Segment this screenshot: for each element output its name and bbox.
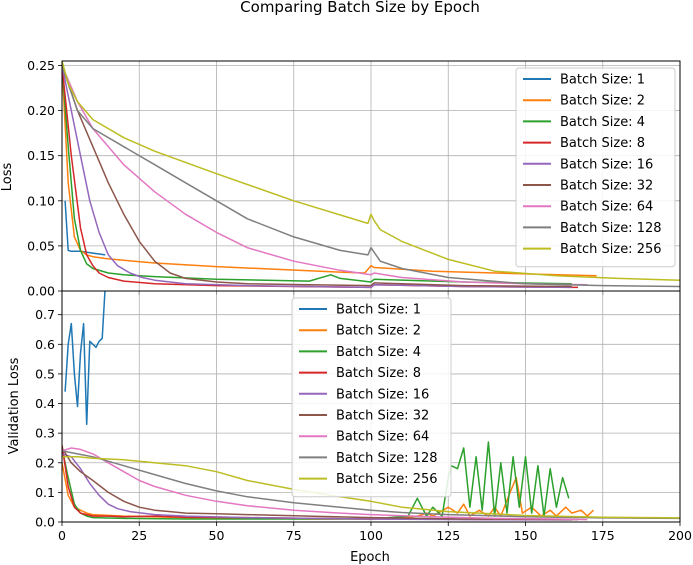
legend-box	[515, 67, 676, 268]
legend-entry: Batch Size: 256	[560, 242, 662, 257]
legend-entry: Batch Size: 16	[336, 387, 429, 402]
legend-entry: Batch Size: 256	[336, 472, 438, 487]
y-tick-label: 0.10	[27, 193, 55, 208]
x-tick-label: 200	[668, 528, 692, 543]
legend-entry: Batch Size: 128	[336, 451, 438, 466]
y-tick-label: 0.7	[35, 307, 55, 322]
y-tick-label: 0.15	[27, 148, 55, 163]
legend-entry: Batch Size: 64	[560, 200, 653, 215]
x-axis-label: Epoch	[350, 550, 390, 565]
y-tick-label: 0.0	[35, 515, 55, 530]
y-tick-label: 0.6	[35, 337, 55, 352]
y-tick-label: 0.2	[35, 455, 55, 470]
validation-loss-legend: Batch Size: 1 Batch Size: 2 Batch Size: 4 B…	[291, 297, 452, 498]
legend-entry: Batch Size: 8	[336, 366, 421, 381]
series-line-4	[62, 441, 570, 520]
y-tick-label: 0.5	[35, 366, 55, 381]
y-tick-label: 0.3	[35, 426, 55, 441]
series-line-16	[62, 65, 572, 289]
legend-entry: Batch Size: 64	[336, 430, 429, 445]
x-tick-label: 100	[359, 528, 383, 543]
validation-loss-y-axis-label: Validation Loss	[7, 357, 22, 454]
validation-loss-lines	[62, 291, 680, 521]
y-tick-label: 0.20	[27, 103, 55, 118]
legend-entry: Batch Size: 1	[336, 303, 421, 318]
y-tick-label: 0.4	[35, 396, 55, 411]
loss-panel: 0.00 0.05 0.10 0.15 0.20 0.25 Loss Batch Size…	[0, 58, 681, 299]
legend-entry: Batch Size: 16	[560, 157, 653, 172]
x-tick-label: 25	[131, 528, 147, 543]
x-tick-label: 75	[286, 528, 302, 543]
y-tick-label: 0.25	[27, 58, 55, 73]
legend-entry: Batch Size: 4	[336, 345, 421, 360]
x-tick-label: 150	[514, 528, 538, 543]
series-line-64	[62, 65, 588, 286]
loss-legend: Batch Size: 1 Batch Size: 2 Batch Size: 4 B…	[515, 67, 676, 268]
x-tick-label: 50	[209, 528, 225, 543]
series-line-256	[62, 61, 680, 281]
y-tick-label: 0.1	[35, 485, 55, 500]
legend-entry: Batch Size: 8	[560, 136, 645, 151]
series-line-32	[62, 447, 579, 521]
series-line-1	[64, 291, 106, 426]
x-tick-label: 175	[591, 528, 615, 543]
figure-title: Comparing Batch Size by Epoch	[240, 0, 480, 16]
series-line-4	[62, 65, 572, 285]
validation-loss-panel: 0 25 50 75 100 125 150 175 200 0.0 0.1 0.2 0.3 0.4 0.5…	[7, 290, 692, 565]
series-line-128	[62, 450, 680, 520]
loss-y-axis-label: Loss	[0, 163, 15, 192]
legend-entry: Batch Size: 2	[560, 94, 645, 109]
series-line-1	[64, 200, 106, 256]
legend-box	[291, 297, 452, 498]
series-line-256	[62, 456, 680, 519]
y-tick-label: 0.05	[27, 238, 55, 253]
loss-lines	[62, 61, 680, 289]
x-tick-label: 0	[58, 528, 66, 543]
y-tick-label: 0.00	[27, 284, 55, 299]
series-group	[62, 291, 680, 521]
validation-loss-ticks: 0 25 50 75 100 125 150 175 200 0.0 0.1 0.2 0.3 0.4 0.5…	[35, 307, 692, 543]
series-line-16	[62, 453, 572, 521]
series-line-128	[62, 65, 680, 288]
legend-entry: Batch Size: 4	[560, 115, 645, 130]
loss-ticks: 0.00 0.05 0.10 0.15 0.20 0.25	[27, 58, 681, 299]
legend-entry: Batch Size: 2	[336, 324, 421, 339]
series-line-64	[62, 447, 588, 521]
legend-entry: Batch Size: 32	[560, 179, 653, 194]
legend-entry: Batch Size: 1	[560, 73, 645, 88]
x-tick-label: 125	[436, 528, 460, 543]
series-group	[62, 61, 680, 289]
legend-entry: Batch Size: 32	[336, 409, 429, 424]
legend-entry: Batch Size: 128	[560, 221, 662, 236]
series-line-32	[62, 65, 572, 288]
